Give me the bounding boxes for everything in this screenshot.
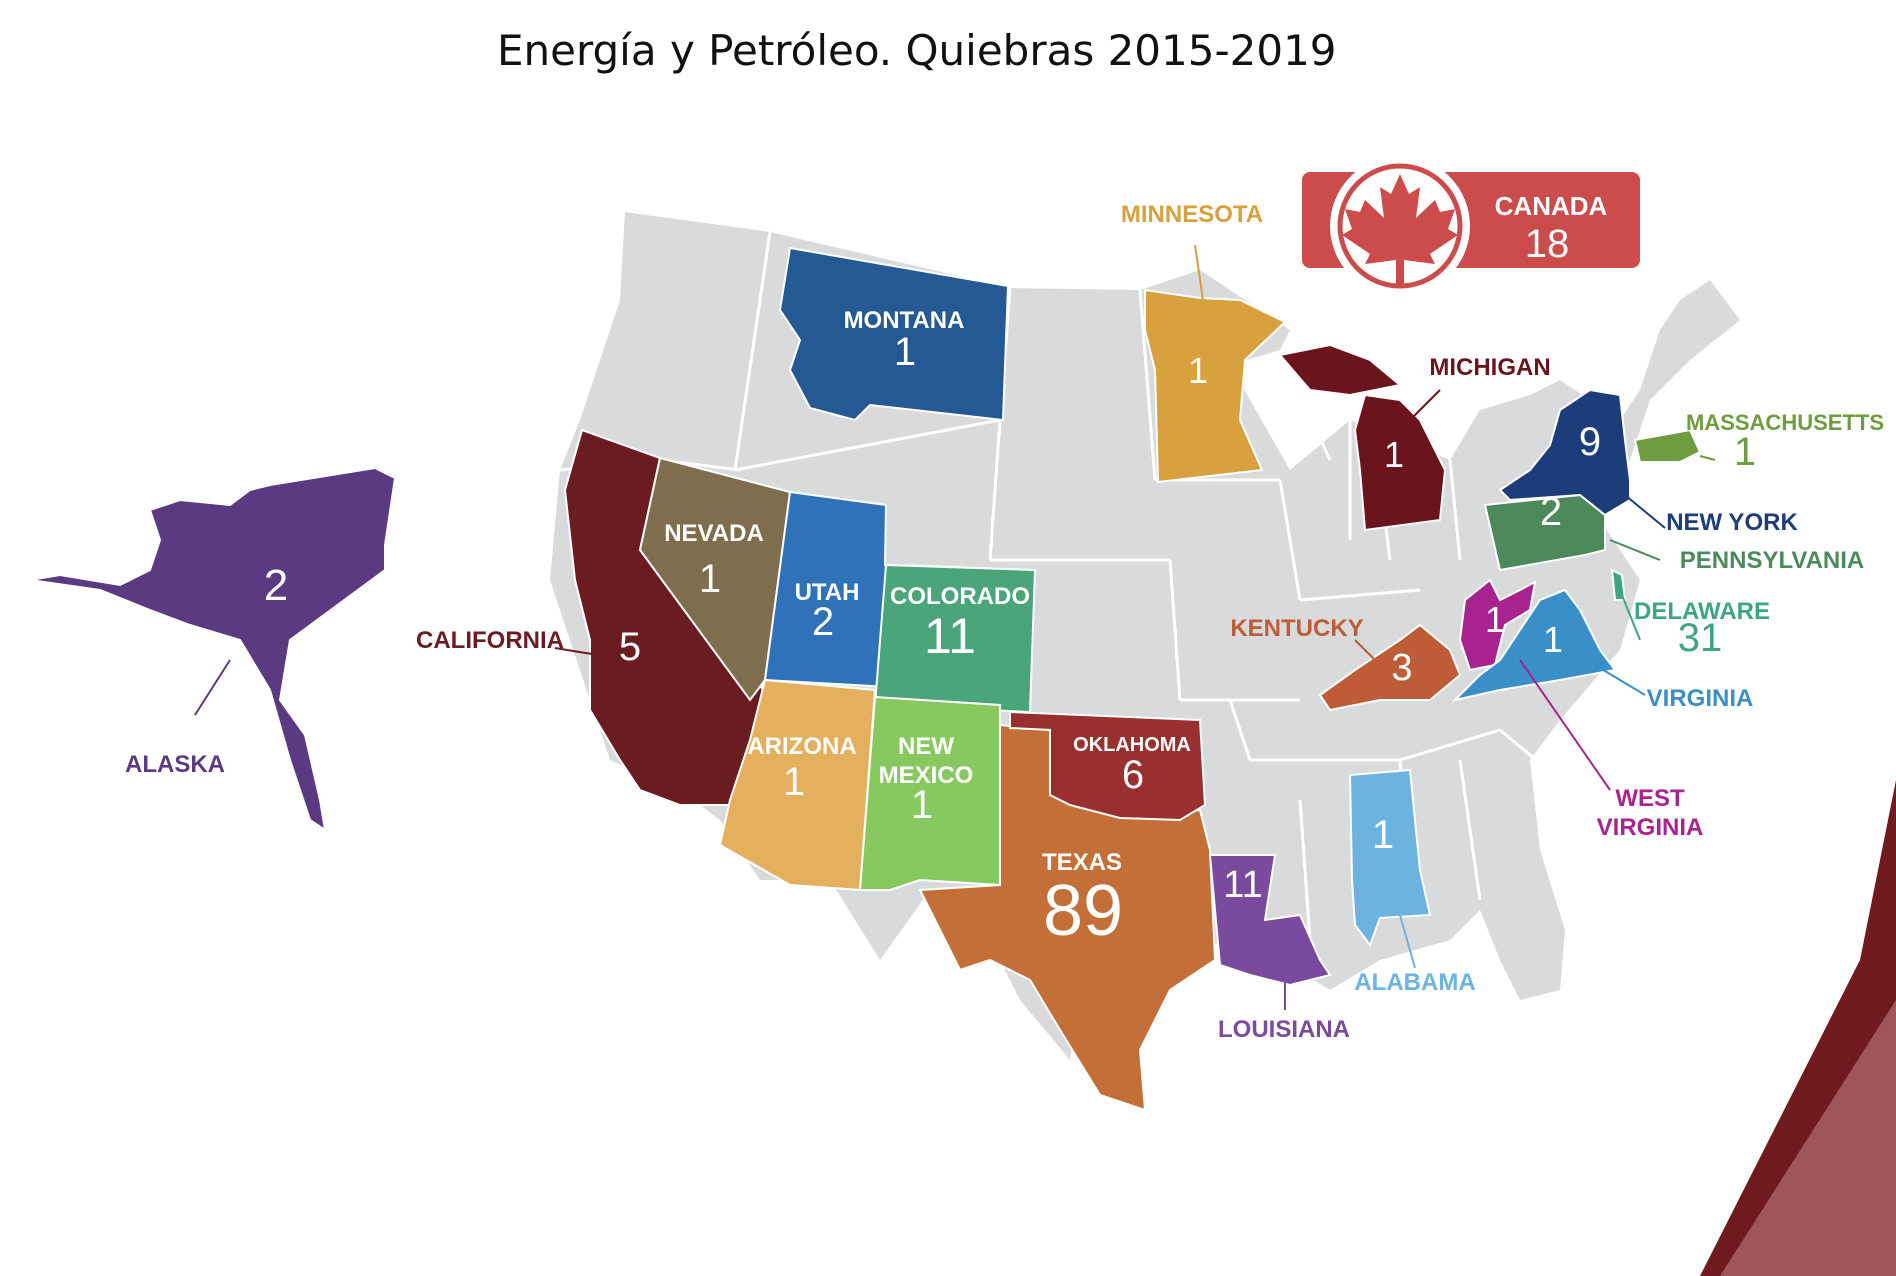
state-value-massachusetts: 1: [1734, 430, 1756, 474]
state-value-colorado: 11: [924, 608, 976, 664]
leader-line-virginia: [1594, 664, 1646, 696]
state-label-oklahoma: OKLAHOMA: [1073, 734, 1191, 756]
canada-value: 18: [1525, 222, 1570, 266]
map-title: Energía y Petróleo. Quiebras 2015-2019: [497, 26, 1337, 75]
leader-line-alabama: [1399, 914, 1416, 969]
state-new-york: [1498, 388, 1631, 517]
state-value-west-virginia: 1: [1485, 599, 1505, 640]
corner-accent-dark: [1700, 780, 1896, 1276]
colored-states: [29, 246, 1702, 1112]
canada-badge: CANADA 18: [1302, 156, 1640, 296]
state-label-delaware: DELAWARE: [1634, 598, 1770, 625]
canada-circle-inner: [1337, 163, 1463, 289]
state-virginia: [1451, 588, 1617, 702]
state-label-west-virginia: WEST: [1615, 785, 1685, 812]
state-label-new-mexico: MEXICO: [879, 762, 974, 789]
leader-line-west-virginia: [1519, 659, 1611, 791]
state-montana: [778, 246, 1010, 422]
state-border-line: [1138, 289, 1157, 481]
state-label-pennsylvania: PENNSYLVANIA: [1680, 547, 1864, 574]
state-label-arizona: ARIZONA: [747, 733, 856, 760]
state-value-kentucky: 3: [1391, 647, 1412, 689]
state-border-line: [988, 419, 1002, 561]
state-value-new-mexico: 1: [911, 783, 933, 827]
state-label-louisiana: LOUISIANA: [1218, 1016, 1350, 1043]
state-border-line: [1278, 349, 1332, 461]
state-value-utah: 2: [812, 600, 834, 644]
state-border-line: [1448, 459, 1462, 561]
state-label-nevada: NEVADA: [664, 520, 764, 547]
state-value-texas: 89: [1043, 871, 1123, 951]
leader-line-michigan: [1409, 389, 1441, 421]
state-nevada: [638, 456, 792, 702]
leader-line-new-york: [1624, 494, 1666, 529]
state-minnesota: [1144, 288, 1287, 484]
state-alaska: [29, 466, 397, 833]
state-value-arizona: 1: [783, 760, 805, 804]
state-value-louisiana: 11: [1223, 864, 1262, 906]
state-border-line: [1298, 799, 1312, 941]
state-new-mexico: [858, 695, 1001, 891]
leader-line-california: [554, 647, 599, 656]
state-border-line: [1399, 728, 1501, 762]
state-border-line: [734, 418, 1001, 472]
state-label-new-mexico: NEW: [898, 733, 954, 760]
state-value-nevada: 1: [699, 557, 721, 601]
corner-accent-light: [1720, 1000, 1896, 1276]
state-michigan: [1278, 343, 1447, 532]
corner-accent: [1700, 780, 1896, 1276]
state-label-michigan: MICHIGAN: [1429, 354, 1550, 381]
state-border-line: [1168, 559, 1182, 701]
state-label-kentucky: KENTUCKY: [1230, 615, 1363, 642]
leader-line-kentucky: [1354, 639, 1381, 666]
state-value-new-york: 9: [1579, 420, 1601, 464]
state-alabama: [1348, 768, 1432, 948]
state-label-massachusetts: MASSACHUSETTS: [1686, 410, 1884, 435]
state-value-michigan: 1: [1384, 434, 1404, 475]
state-label-montana: MONTANA: [844, 307, 965, 334]
state-oklahoma: [1009, 710, 1207, 822]
canada-label: CANADA: [1495, 191, 1608, 221]
state-label-alaska: ALASKA: [125, 751, 225, 778]
leader-line-delaware: [1619, 589, 1641, 641]
leader-line-pennsylvania: [1609, 539, 1661, 561]
state-border-line: [1278, 479, 1302, 601]
state-label-virginia: VIRGINIA: [1647, 685, 1754, 712]
state-value-virginia: 1: [1543, 619, 1563, 660]
state-west-virginia: [1458, 578, 1537, 672]
state-label-texas: TEXAS: [1042, 849, 1122, 876]
leader-line-alaska: [194, 659, 231, 716]
state-value-pennsylvania: 2: [1540, 490, 1562, 534]
state-louisiana: [1208, 854, 1332, 987]
state-label-colorado: COLORADO: [890, 583, 1030, 610]
state-label-west-virginia: VIRGINIA: [1597, 814, 1704, 841]
state-value-delaware: 31: [1678, 616, 1723, 660]
state-label-california: CALIFORNIA: [416, 627, 564, 654]
state-value-alaska: 2: [264, 561, 288, 610]
state-border-line: [733, 231, 772, 471]
state-label-utah: UTAH: [795, 579, 860, 606]
state-value-california: 5: [619, 625, 641, 669]
state-value-alabama: 1: [1372, 813, 1394, 857]
state-kentucky: [1318, 623, 1462, 712]
state-value-montana: 1: [894, 330, 916, 374]
state-value-oklahoma: 6: [1122, 753, 1144, 797]
leader-line-massachusetts: [1699, 455, 1716, 461]
state-border-line: [1299, 588, 1421, 602]
state-label-alabama: ALABAMA: [1354, 969, 1475, 996]
state-label-minnesota: MINNESOTA: [1121, 201, 1263, 228]
state-label-new-york: NEW YORK: [1666, 509, 1798, 536]
state-value-minnesota: 1: [1188, 350, 1208, 391]
leader-line-minnesota: [1194, 244, 1204, 301]
state-border-line: [1499, 728, 1561, 782]
state-border-line: [1228, 699, 1252, 761]
state-massachusetts: [1633, 428, 1702, 463]
maple-leaf-icon: [1342, 174, 1458, 284]
state-border-line: [1458, 759, 1482, 901]
